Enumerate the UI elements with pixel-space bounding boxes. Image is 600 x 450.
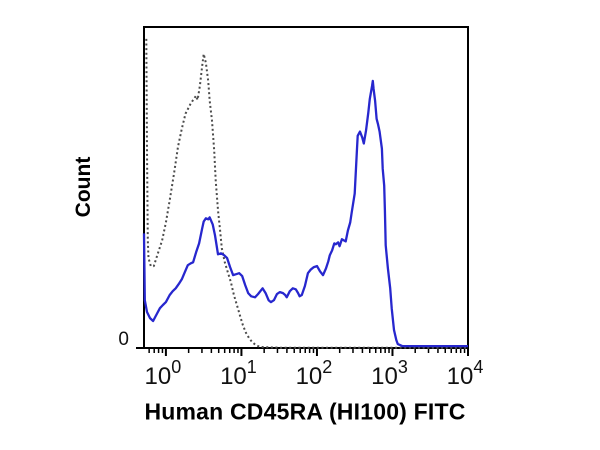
x-tick-label: 101 xyxy=(220,357,257,390)
x-tick-label: 103 xyxy=(371,357,408,390)
sample-solid-curve xyxy=(142,79,468,348)
x-tick-label: 104 xyxy=(447,357,484,390)
x-tick-label: 100 xyxy=(145,357,182,390)
plot-frame xyxy=(143,26,469,349)
control-dotted-curve xyxy=(145,38,468,349)
y-zero-label: 0 xyxy=(118,329,129,350)
x-tick-label: 102 xyxy=(296,357,333,390)
x-axis-title: Human CD45RA (HI100) FITC xyxy=(144,398,466,425)
